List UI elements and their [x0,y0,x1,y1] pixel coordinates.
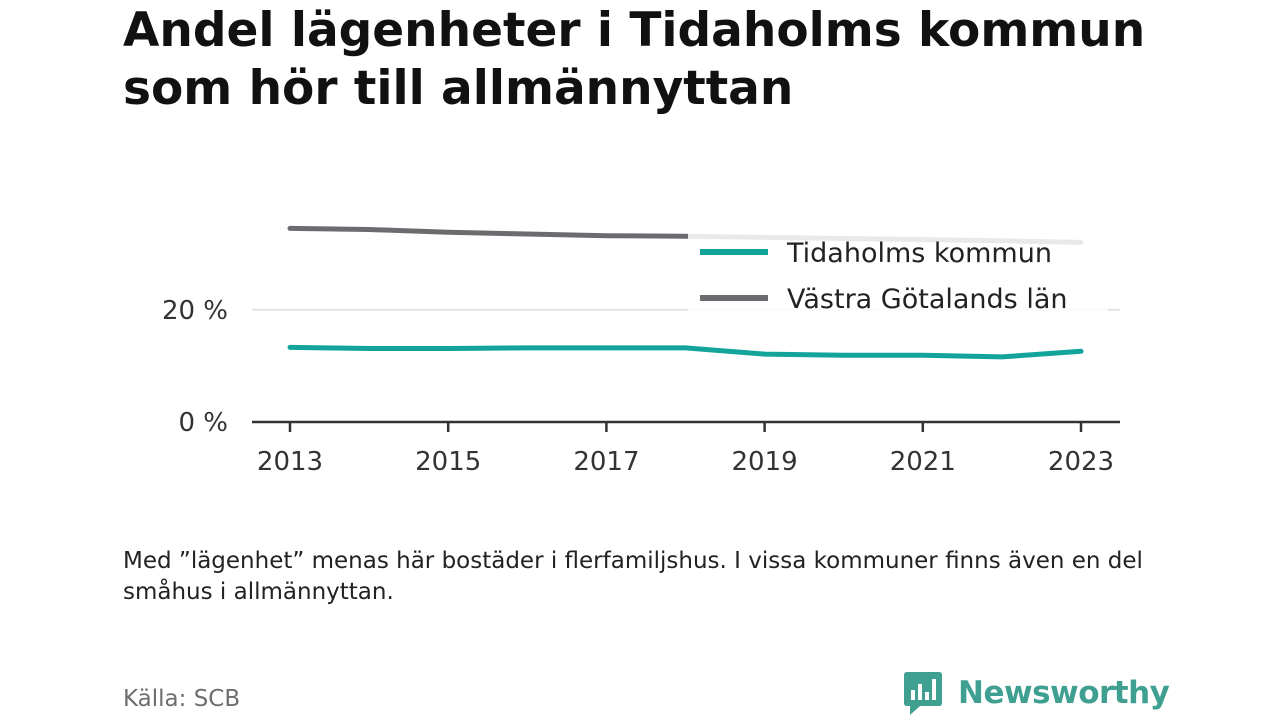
legend-background [688,227,1108,319]
chart-title: Andel lägenheter i Tidaholms kommun som … [123,3,1146,116]
x-tick-label: 2013 [257,447,323,477]
x-tick-label: 2021 [890,447,956,477]
legend-label: Västra Götalands län [787,284,1067,315]
y-tick-label: 0 % [178,408,228,438]
newsworthy-logo-icon [904,672,942,715]
source-label: Källa: SCB [123,686,241,712]
line-chart: 0 % 20 % 2013 2015 2017 2019 2021 2023 Tidaholm… [162,225,1120,477]
x-tick-label: 2023 [1048,447,1114,477]
axes: 0 % 20 % 2013 2015 2017 2019 2021 2023 [162,296,1120,477]
x-tick-label: 2019 [732,447,798,477]
y-tick-label: 20 % [162,296,228,326]
legend: Tidaholms kommun Västra Götalands län [688,227,1108,319]
x-tick-label: 2017 [573,447,639,477]
legend-label: Tidaholms kommun [786,238,1052,269]
x-tick-label: 2015 [415,447,481,477]
series-line-tidaholms-kommun [287,344,1084,360]
brand-name: Newsworthy [958,675,1170,711]
chart-note: Med ”lägenhet” menas här bostäder i fler… [123,548,1143,605]
brand-logo: Newsworthy [902,670,1170,716]
